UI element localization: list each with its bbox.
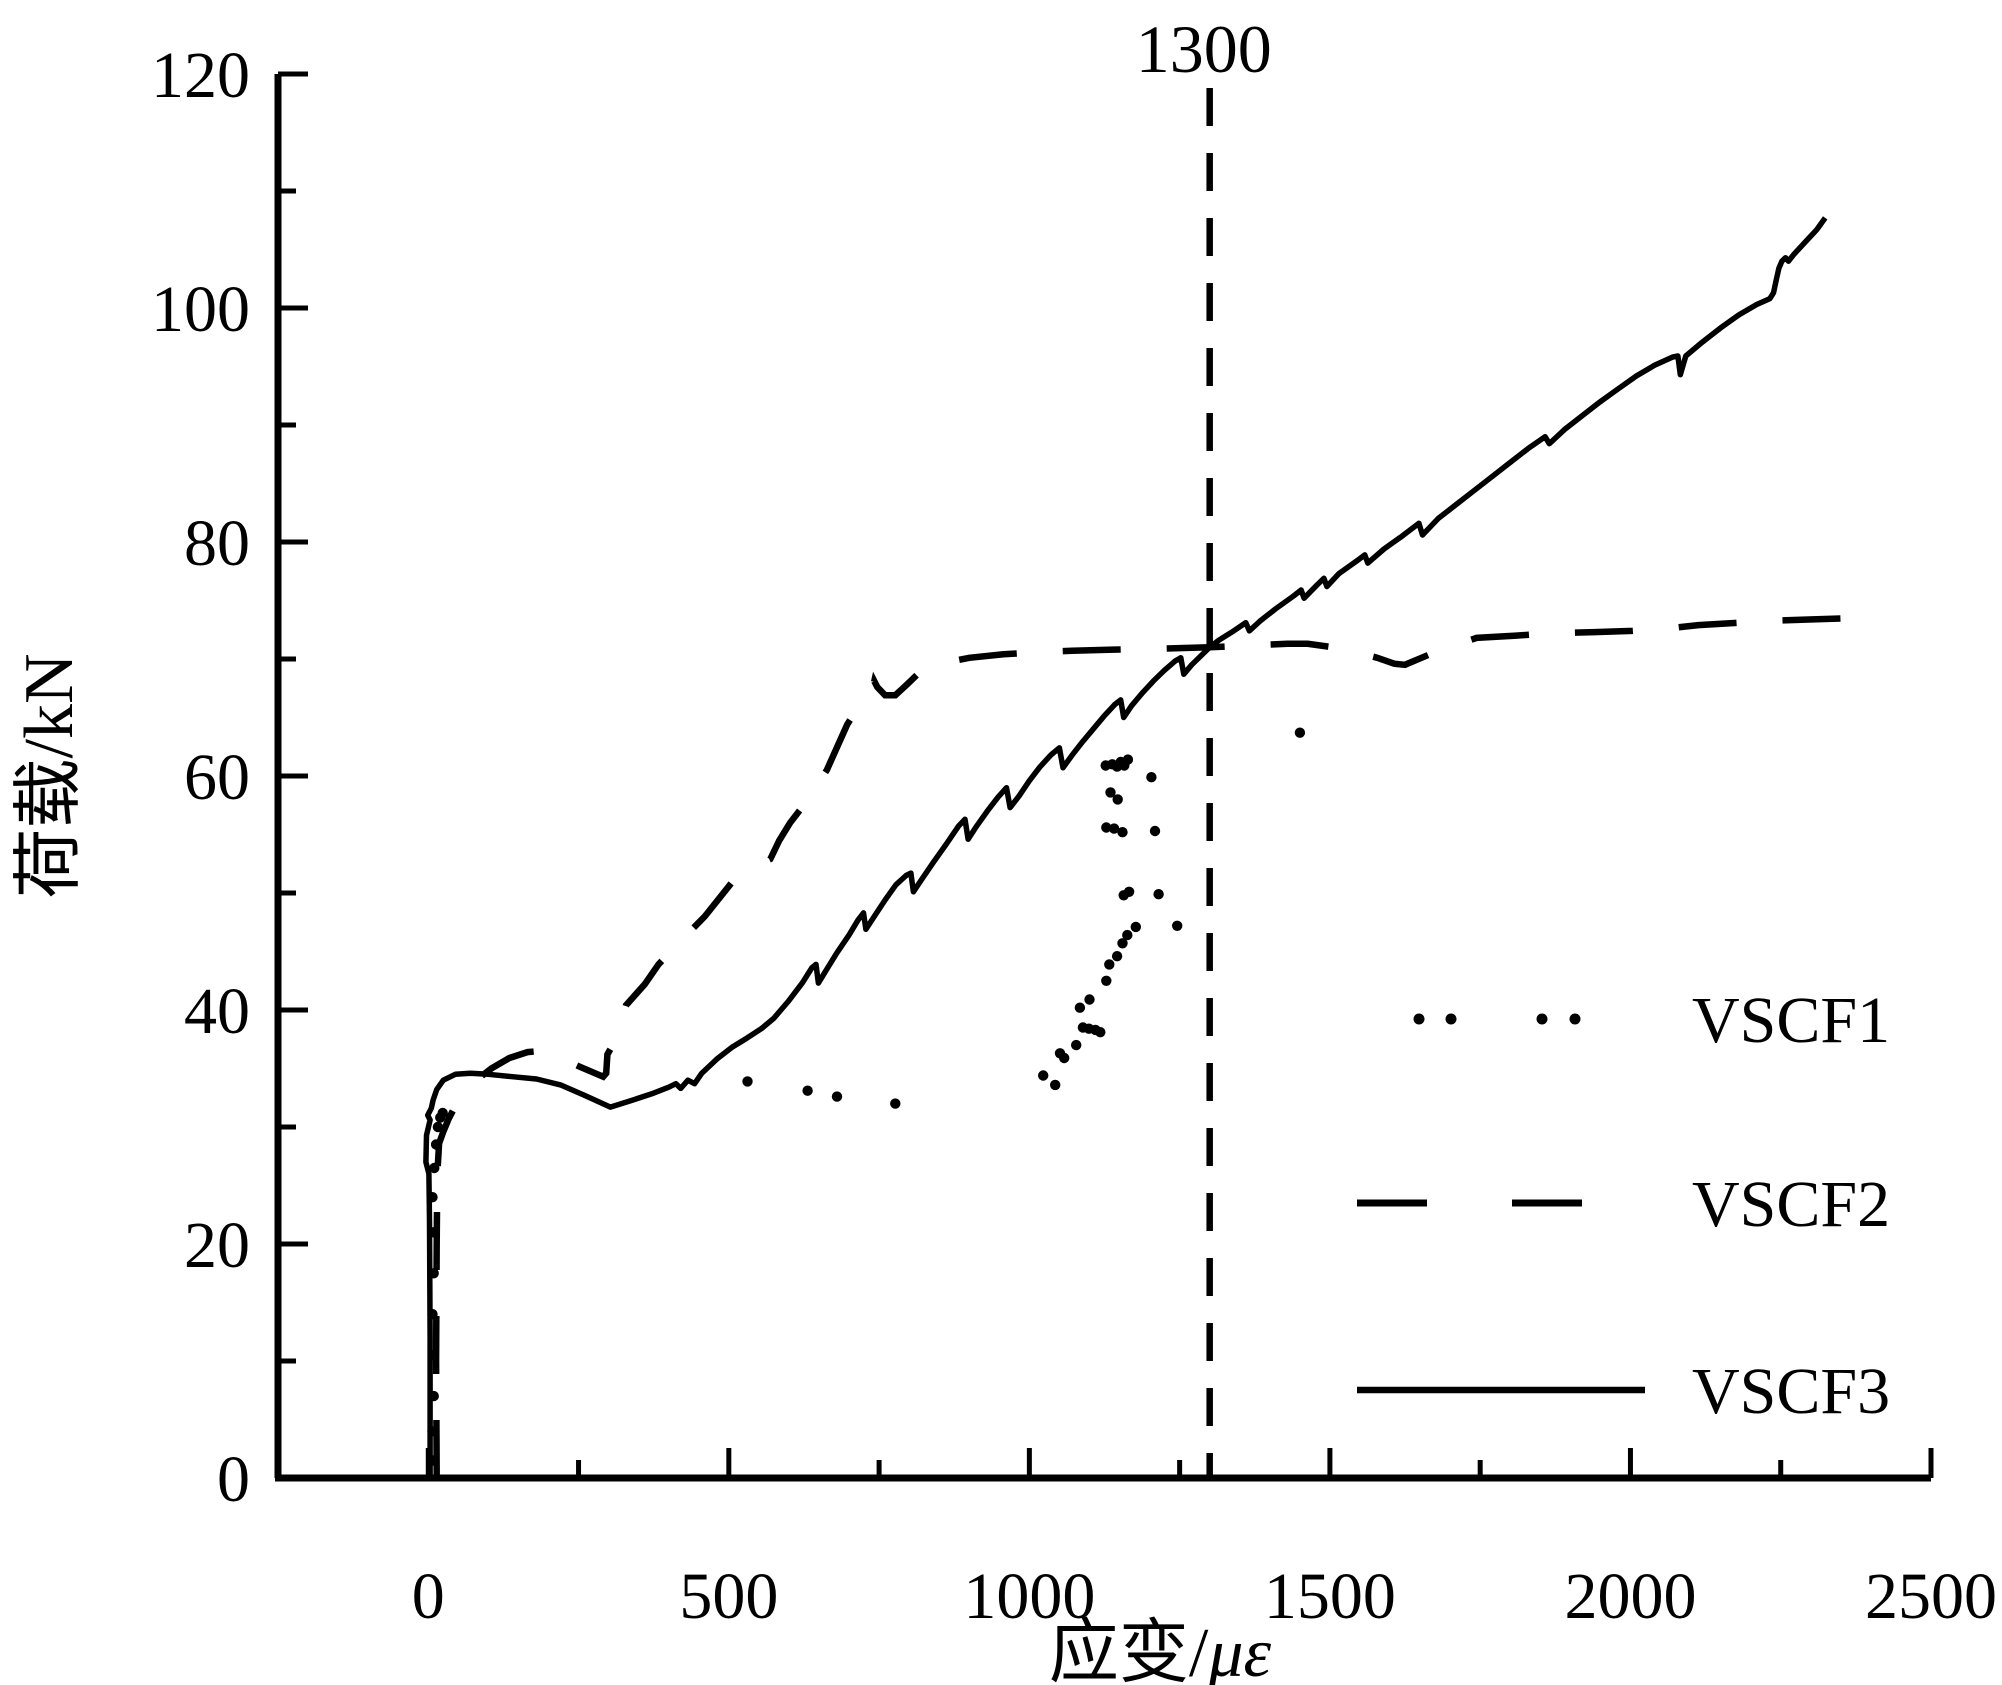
data-point-dot	[1038, 1070, 1049, 1081]
data-point-dot	[432, 1121, 444, 1133]
data-point-dot	[1294, 727, 1306, 738]
y-tick-label: 60	[184, 741, 250, 814]
y-axis-title: 荷载/kN	[11, 654, 88, 899]
legend-label: VSCF1	[1692, 984, 1890, 1057]
data-point-dot	[890, 1098, 901, 1109]
data-point-dot	[1084, 994, 1095, 1005]
data-point-dot	[1108, 823, 1120, 834]
x-tick-label: 500	[679, 1560, 778, 1633]
strain-1300-label: 1300	[1136, 11, 1272, 87]
legend-dotted-marker-icon	[1569, 1013, 1581, 1025]
data-point-dot	[1122, 929, 1133, 941]
data-point-dot	[1130, 921, 1142, 933]
data-point-dot	[1101, 975, 1112, 986]
data-point-dot	[1153, 889, 1164, 900]
data-point-dot	[1111, 951, 1123, 962]
y-tick-label: 20	[184, 1209, 250, 1282]
data-point-dot	[1122, 754, 1134, 765]
data-point-dot	[1105, 787, 1116, 798]
x-tick-label: 0	[412, 1560, 445, 1633]
legend-dotted-marker-icon	[1536, 1013, 1548, 1025]
legend-item-vscf3: VSCF3	[1357, 1355, 1890, 1428]
legend-dotted-marker-icon	[1445, 1013, 1457, 1025]
data-point-dot	[1149, 825, 1161, 837]
data-point-dot	[1071, 1039, 1082, 1051]
x-axis-title: 应变/με	[1049, 1615, 1272, 1685]
data-point-dot	[1117, 827, 1128, 838]
data-point-dot	[1104, 959, 1115, 970]
series-vscf3	[423, 216, 1828, 1478]
data-point-dot	[1112, 794, 1123, 805]
series-vscf2	[432, 614, 1855, 1479]
x-tick-label: 2500	[1865, 1560, 1997, 1633]
legend-item-vscf1: VSCF1	[1413, 984, 1890, 1057]
legend-dotted-marker-icon	[1413, 1013, 1425, 1025]
data-point-dot	[1101, 822, 1112, 833]
data-point-dot	[1050, 1079, 1061, 1091]
legend-label: VSCF2	[1692, 1168, 1890, 1241]
data-point-dot	[1059, 1052, 1070, 1064]
x-tick-label: 1000	[963, 1560, 1095, 1633]
legend-label: VSCF3	[1692, 1355, 1890, 1428]
legend: VSCF1 VSCF2 VSCF3	[1357, 984, 1890, 1428]
y-tick-label: 0	[217, 1443, 250, 1516]
data-point-dot	[742, 1076, 753, 1087]
data-point-dot	[437, 1107, 448, 1119]
data-point-dot	[1095, 1027, 1106, 1038]
data-point-dot	[1117, 938, 1128, 949]
data-point-dot	[1123, 886, 1135, 897]
legend-item-vscf2: VSCF2	[1357, 1168, 1890, 1241]
data-point-dot	[1172, 920, 1183, 931]
y-tick-label: 80	[184, 507, 250, 580]
y-tick-label: 40	[184, 975, 250, 1048]
y-tick-label: 100	[151, 273, 250, 346]
series-vscf1	[427, 727, 1306, 1466]
data-point-dot	[1074, 1002, 1086, 1013]
data-point-dot	[802, 1085, 813, 1096]
y-tick-label: 120	[151, 39, 250, 112]
x-tick-label: 1500	[1264, 1560, 1396, 1633]
x-tick-label: 2000	[1564, 1560, 1696, 1633]
data-point-dot	[831, 1091, 843, 1102]
data-point-dot	[1146, 772, 1157, 783]
